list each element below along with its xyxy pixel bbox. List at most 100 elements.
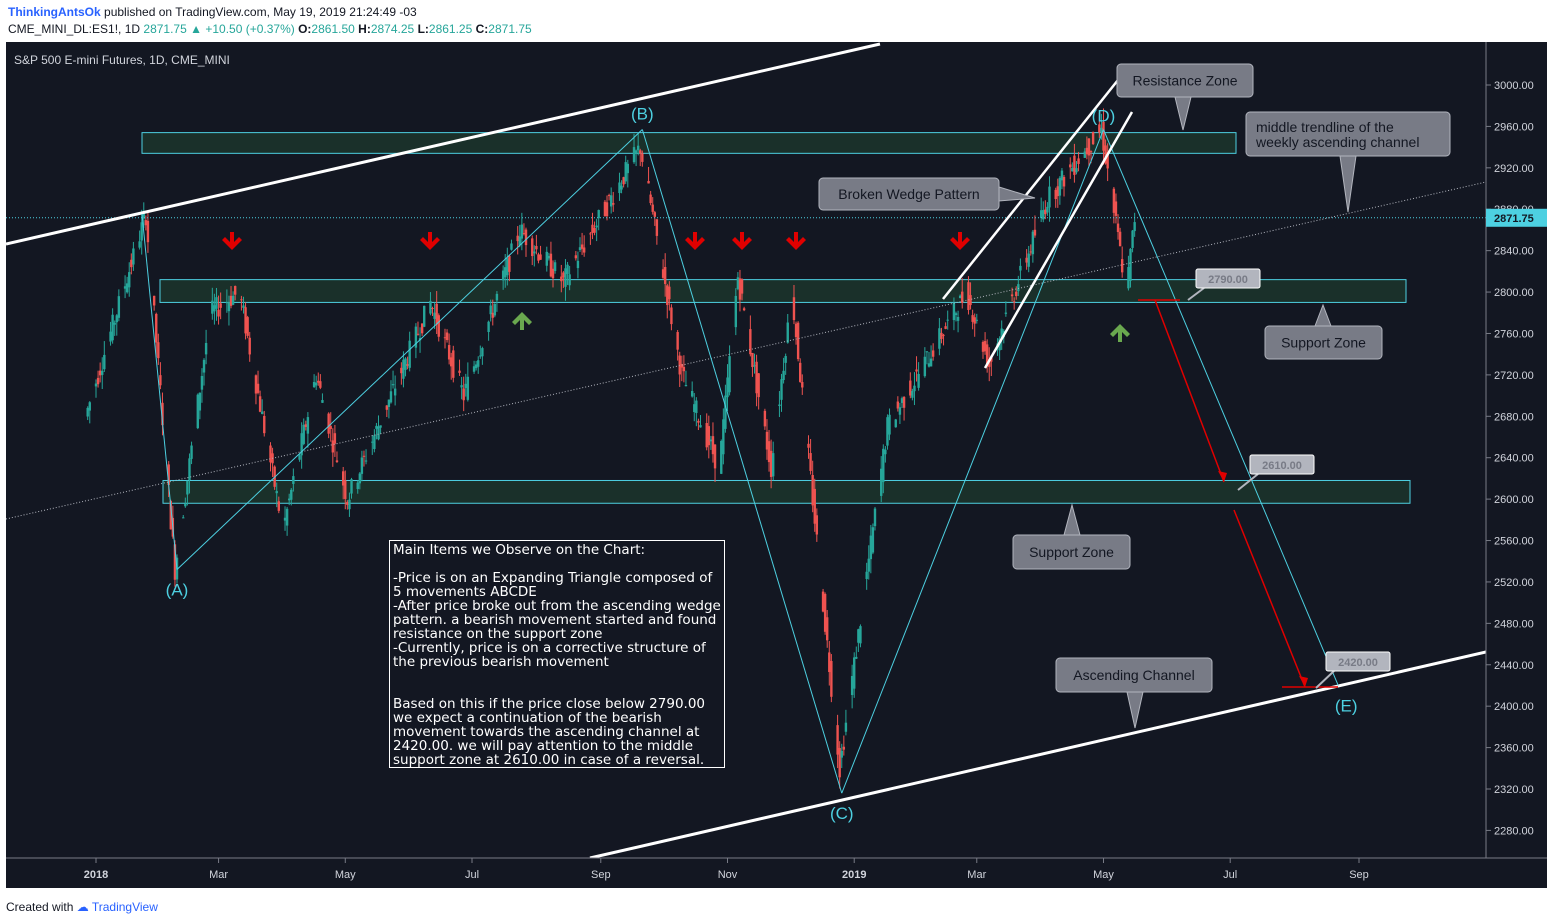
candle-body	[580, 244, 584, 249]
pattern-leg	[1103, 129, 1339, 686]
down-arrow-icon	[685, 232, 705, 250]
time-axis[interactable]: 2018 Mar May Jul Sep Nov 2019 Mar May Jul Sep	[6, 857, 1547, 881]
close-value: 2871.75	[488, 22, 532, 36]
candle-body	[882, 448, 885, 483]
candle-body	[504, 267, 507, 278]
low-value: 2861.25	[428, 22, 473, 36]
candle-body	[406, 364, 409, 366]
candle-body	[333, 433, 337, 444]
candle-body	[152, 295, 156, 306]
candle-body	[155, 313, 158, 343]
candle-body	[1019, 265, 1022, 271]
candle-body	[225, 302, 229, 304]
candle-body	[1089, 151, 1093, 153]
price-tick-label: 2520.00	[1494, 577, 1534, 589]
pattern-leg	[176, 129, 643, 570]
price-tick-label: 2640.00	[1494, 453, 1534, 465]
price-tick-label: 2960.00	[1494, 121, 1534, 133]
candle-body	[96, 377, 100, 385]
callout-text: Broken Wedge Pattern	[838, 186, 979, 202]
candle-body	[227, 302, 231, 312]
candle-body	[387, 399, 391, 407]
candle-body	[971, 315, 974, 322]
up-arrow-icon	[512, 312, 532, 330]
candle-body	[551, 268, 555, 279]
pivot-label: (E)	[1335, 696, 1358, 715]
callout-text: Support Zone	[1029, 544, 1114, 560]
candle-body	[391, 384, 395, 386]
author-link[interactable]: ThinkingAntsOk	[8, 5, 101, 19]
candle-body	[815, 515, 819, 535]
candle-body	[128, 272, 131, 288]
callout-pointer	[1314, 303, 1332, 327]
callout-box	[1245, 111, 1451, 157]
candle-body	[1091, 132, 1095, 145]
candle-body	[350, 479, 353, 494]
candle-body	[844, 722, 848, 732]
candle-body	[709, 439, 713, 442]
candle-body	[229, 295, 233, 306]
candle-body	[231, 295, 235, 305]
candle-body	[472, 366, 476, 372]
candle-body	[495, 293, 499, 301]
candle-body	[929, 358, 933, 367]
candle-body	[1012, 301, 1016, 303]
created-with: Created with ☁ TradingView	[6, 900, 158, 914]
wedge-upper-line	[942, 74, 1123, 300]
candle-body	[607, 195, 611, 197]
created-text: Created with	[6, 900, 74, 914]
candle-body	[873, 508, 877, 527]
candle-body	[1062, 176, 1066, 187]
price-axis[interactable]: 3000.002960.002920.002880.002840.002800.…	[1485, 42, 1547, 858]
up-arrow-icon	[1110, 324, 1130, 342]
note-item-3: -Currently, price is on a corrective str…	[393, 640, 711, 670]
candle-body	[952, 302, 956, 321]
price-tag-pointer	[1187, 287, 1205, 301]
candle-body	[298, 455, 301, 460]
candle-body	[925, 351, 929, 353]
down-arrow-icon	[950, 232, 970, 250]
candle-body	[364, 460, 368, 462]
callout-box	[1012, 534, 1131, 570]
candle-body	[726, 377, 729, 398]
candle-body	[1033, 229, 1037, 236]
candle-body	[840, 750, 843, 758]
candle-body	[501, 270, 505, 281]
candle-body	[348, 499, 351, 510]
projection-arrowhead-1	[1218, 471, 1227, 482]
candle-body	[724, 395, 727, 429]
callout-pointer	[1174, 96, 1192, 131]
zone-rect	[159, 279, 1407, 303]
candle-body	[707, 426, 711, 446]
candle-body	[1133, 222, 1136, 232]
candle-body	[123, 286, 127, 289]
candle-body	[823, 593, 827, 632]
tradingview-brand[interactable]: TradingView	[91, 900, 158, 914]
projection-line-2	[1233, 509, 1306, 688]
candle-body	[408, 340, 411, 368]
candle-body	[942, 334, 945, 336]
open-label: O:	[298, 22, 312, 36]
candle-body	[751, 353, 754, 368]
drawings-layer: (A) (B) (C) (D) (E)	[6, 42, 1486, 858]
price-tag-box	[1195, 268, 1261, 289]
callout-pointer	[1063, 503, 1081, 536]
candle-body	[690, 391, 694, 397]
callout-text: Ascending Channel	[1073, 667, 1194, 683]
candle-body	[219, 303, 222, 308]
candle-body	[86, 407, 89, 417]
callout: Resistance Zone	[1116, 63, 1254, 131]
candle-body	[319, 381, 322, 388]
candle-body	[641, 153, 644, 162]
candle-body	[1071, 167, 1074, 172]
price-tag-label: 2420.00	[1338, 657, 1378, 669]
candles-layer	[86, 108, 1136, 789]
candle-body	[458, 370, 461, 373]
candle-body	[1069, 164, 1072, 168]
candle-body	[477, 360, 480, 367]
candle-body	[462, 388, 465, 401]
candle-body	[622, 177, 625, 185]
tradingview-logo-icon: ☁	[76, 900, 89, 914]
